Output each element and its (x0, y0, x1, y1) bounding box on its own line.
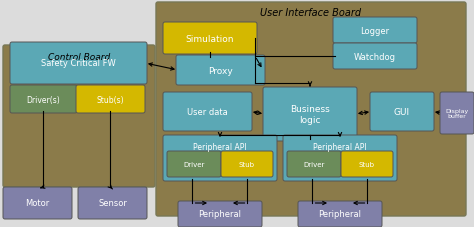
Text: Safety Critical FW: Safety Critical FW (41, 59, 116, 68)
FancyBboxPatch shape (176, 56, 265, 86)
FancyBboxPatch shape (341, 151, 393, 177)
Text: Sensor: Sensor (98, 199, 127, 207)
Text: User data: User data (187, 108, 228, 116)
Text: User Interface Board: User Interface Board (260, 8, 362, 18)
Text: Peripheral API: Peripheral API (193, 143, 247, 152)
Text: Logger: Logger (360, 26, 390, 35)
FancyBboxPatch shape (178, 201, 262, 227)
FancyBboxPatch shape (298, 201, 382, 227)
Text: Stub: Stub (239, 161, 255, 167)
FancyBboxPatch shape (287, 151, 341, 177)
Text: Proxy: Proxy (208, 66, 233, 75)
Text: Peripheral: Peripheral (199, 210, 241, 219)
Text: Stub: Stub (359, 161, 375, 167)
FancyBboxPatch shape (163, 93, 252, 131)
Text: Driver(s): Driver(s) (27, 95, 60, 104)
Text: Control Board: Control Board (48, 53, 110, 62)
Text: Motor: Motor (26, 199, 50, 207)
FancyBboxPatch shape (440, 93, 474, 134)
FancyBboxPatch shape (156, 3, 466, 216)
FancyBboxPatch shape (10, 86, 77, 114)
Text: Driver: Driver (303, 161, 325, 167)
Text: Display
buffer: Display buffer (446, 108, 469, 119)
FancyBboxPatch shape (76, 86, 145, 114)
FancyBboxPatch shape (10, 43, 147, 85)
FancyBboxPatch shape (283, 135, 397, 181)
Text: Driver: Driver (183, 161, 205, 167)
Text: Peripheral: Peripheral (319, 210, 362, 219)
FancyBboxPatch shape (370, 93, 434, 131)
FancyBboxPatch shape (3, 46, 155, 187)
Text: Watchdog: Watchdog (354, 52, 396, 61)
FancyBboxPatch shape (163, 135, 277, 181)
FancyBboxPatch shape (3, 187, 72, 219)
Text: Peripheral API: Peripheral API (313, 143, 367, 152)
FancyBboxPatch shape (163, 23, 257, 55)
FancyBboxPatch shape (78, 187, 147, 219)
Text: Business
logic: Business logic (290, 105, 330, 124)
FancyBboxPatch shape (333, 18, 417, 44)
FancyBboxPatch shape (333, 44, 417, 70)
FancyBboxPatch shape (263, 88, 357, 141)
Text: GUI: GUI (394, 108, 410, 116)
FancyBboxPatch shape (167, 151, 221, 177)
FancyBboxPatch shape (221, 151, 273, 177)
Text: Stub(s): Stub(s) (97, 95, 124, 104)
Text: Simulation: Simulation (186, 34, 234, 43)
